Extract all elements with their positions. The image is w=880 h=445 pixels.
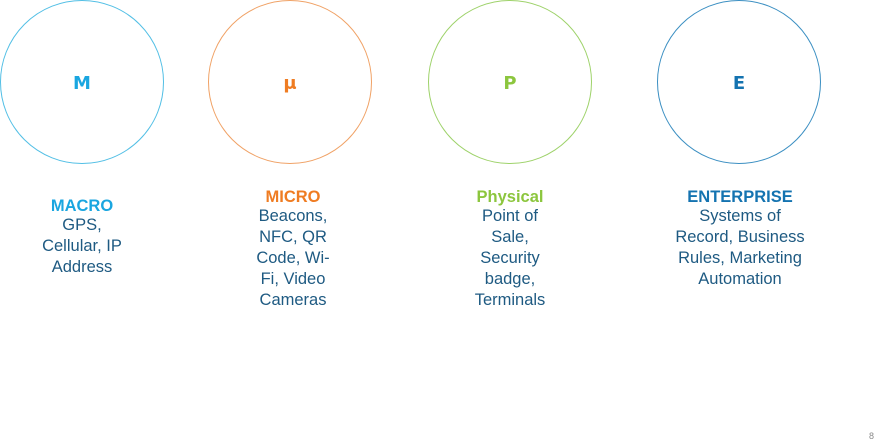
physical-block: Physical Point of Sale, Security badge, … <box>435 189 585 311</box>
enterprise-heading: ENTERPRISE <box>687 188 793 206</box>
enterprise-circle: E <box>657 0 821 164</box>
physical-description: Point of Sale, Security badge, Terminals <box>474 207 546 309</box>
macro-block: MACRO GPS, Cellular, IP Address <box>7 198 157 278</box>
micro-heading: MICRO <box>265 188 321 206</box>
micro-description: Beacons, NFC, QR Code, Wi-Fi, Video Came… <box>256 207 330 309</box>
enterprise-block: ENTERPRISE Systems of Record, Business R… <box>665 189 815 290</box>
micro-letter: μ <box>283 73 297 94</box>
enterprise-letter: E <box>732 73 746 94</box>
physical-circle: P <box>428 0 592 164</box>
enterprise-description: Systems of Record, Business Rules, Marke… <box>675 207 805 288</box>
micro-block: MICRO Beacons, NFC, QR Code, Wi-Fi, Vide… <box>218 189 368 311</box>
macro-letter: M <box>73 73 91 94</box>
micro-circle: μ <box>208 0 372 164</box>
physical-letter: P <box>503 73 517 94</box>
macro-heading: MACRO <box>50 197 114 215</box>
macro-description: GPS, Cellular, IP Address <box>42 216 122 276</box>
macro-circle: M <box>0 0 164 164</box>
physical-heading: Physical <box>476 188 544 206</box>
page-number: 8 <box>868 431 874 441</box>
